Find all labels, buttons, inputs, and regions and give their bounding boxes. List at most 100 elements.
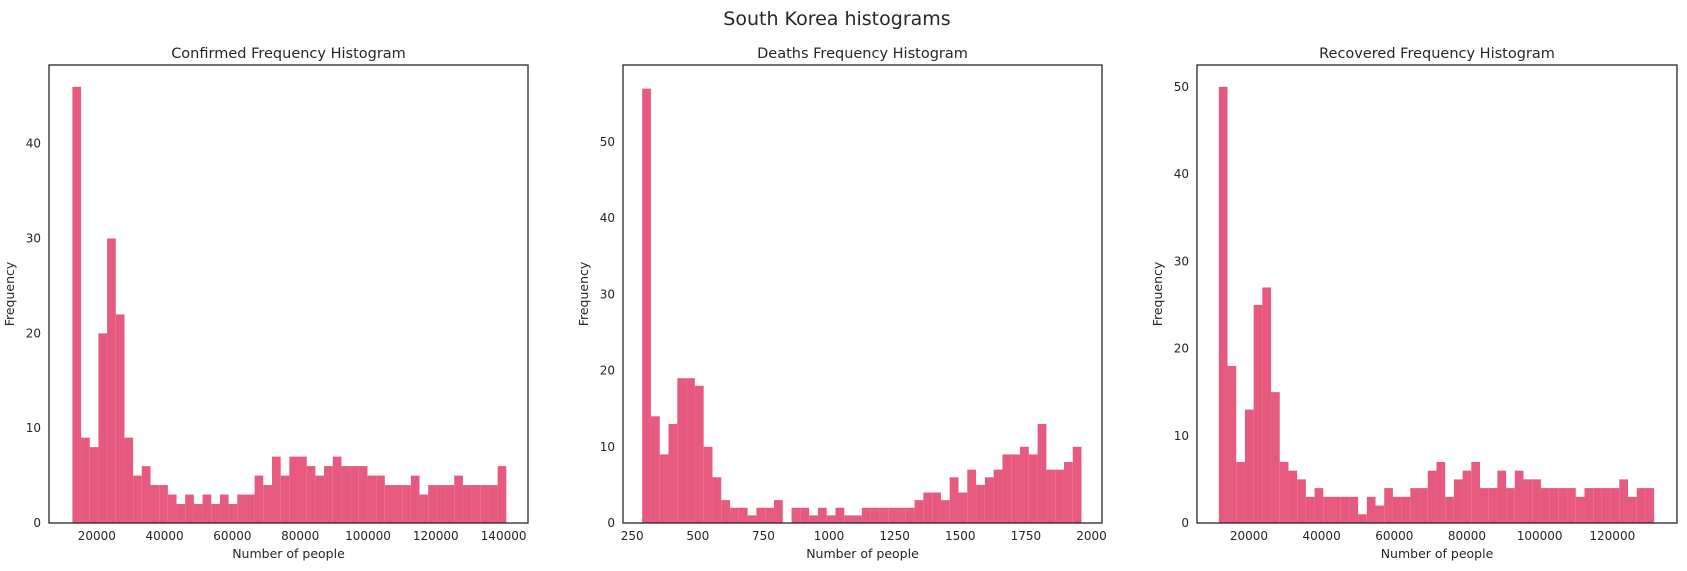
histogram-bar (800, 507, 810, 523)
y-axis-label: Frequency (1150, 261, 1165, 326)
histogram-bar (721, 500, 731, 523)
x-tick-label: 2000 (1076, 529, 1107, 543)
histogram-bar (1253, 304, 1263, 523)
y-axis-label: Frequency (576, 261, 591, 326)
histogram-bar (1549, 488, 1559, 523)
histogram-bar (1523, 479, 1533, 523)
histogram-bar (89, 447, 99, 523)
histogram-bar (712, 477, 722, 523)
histogram-bar (306, 466, 316, 523)
histogram-bar (72, 86, 82, 523)
histogram-bar (1601, 488, 1611, 523)
histogram-bar (1445, 496, 1454, 523)
histogram-bar (133, 475, 142, 523)
histogram-bar (1532, 479, 1541, 523)
histogram-bar (428, 485, 437, 523)
histogram-bar (1358, 514, 1367, 523)
figure-title: South Korea histograms (723, 8, 950, 30)
histogram-bar (1575, 496, 1585, 523)
histogram-bar (870, 507, 880, 523)
histogram-bar (817, 507, 827, 523)
histogram-bar (1593, 488, 1602, 523)
histogram-bar (141, 466, 151, 523)
histogram-bar (1262, 287, 1272, 523)
histogram-bar (1244, 409, 1254, 523)
histogram-bar (1323, 496, 1332, 523)
chart-title: Deaths Frequency Histogram (757, 46, 968, 62)
y-tick-label: 0 (33, 516, 41, 530)
histogram-bar (976, 484, 985, 523)
x-axis-label: Number of people (806, 546, 919, 561)
histogram-bar (98, 333, 108, 523)
histogram-bar (1392, 496, 1402, 523)
histogram-bar (703, 446, 713, 523)
x-tick-label: 1500 (945, 529, 976, 543)
histogram-bar (1279, 461, 1289, 523)
histogram-bar (1297, 479, 1306, 523)
histogram-bar (1349, 496, 1359, 523)
histogram-bar (1218, 86, 1228, 523)
histogram-bar (888, 507, 897, 523)
histogram-bar (462, 485, 472, 523)
histogram-bar (1427, 470, 1437, 523)
histogram-bar (659, 454, 669, 523)
histogram-bar (1497, 470, 1507, 523)
x-tick-label: 1000 (814, 529, 845, 543)
histogram-bar (332, 456, 342, 523)
histogram-bar (1063, 462, 1073, 523)
x-tick-label: 40000 (146, 529, 184, 543)
histogram-bar (107, 238, 116, 523)
x-tick-label: 100000 (1517, 529, 1563, 543)
y-tick-label: 50 (600, 135, 615, 149)
y-axis-label: Frequency (2, 261, 17, 326)
histogram-bar (1046, 469, 1056, 523)
x-tick-label: 120000 (413, 529, 459, 543)
chart-title: Recovered Frequency Histogram (1319, 46, 1555, 62)
histogram-bar (1645, 488, 1655, 523)
histogram-bar (159, 485, 168, 523)
histogram-bar (1410, 488, 1420, 523)
histogram-panel-3: 20000 40000 60000 80000 100000 120000 0 10 20 30 4… (1150, 46, 1678, 561)
histogram-bar (923, 492, 933, 523)
histogram-bar (756, 507, 766, 523)
y-tick-label: 30 (600, 287, 615, 301)
histogram-bar (289, 456, 299, 523)
histogram-bar (677, 378, 687, 523)
histogram-bar (219, 494, 229, 523)
x-tick-label: 40000 (1303, 529, 1341, 543)
histogram-bar (1331, 496, 1341, 523)
histogram-bar (124, 437, 134, 523)
histogram-bar (642, 88, 651, 524)
histogram-bar (263, 485, 272, 523)
histogram-bar (668, 423, 678, 523)
histogram-bar (471, 485, 481, 523)
y-tick-label: 20 (1174, 342, 1189, 356)
x-tick-label: 80000 (1448, 529, 1486, 543)
histogram-bar (237, 494, 246, 523)
histogram-bar (280, 475, 290, 523)
histogram-bar (1488, 488, 1498, 523)
y-tick-label: 40 (1174, 167, 1189, 181)
histogram-bar (765, 507, 774, 523)
histogram-bar (1011, 454, 1021, 523)
histogram-bar (185, 494, 194, 523)
histogram-bar (905, 507, 915, 523)
histogram-bar (1479, 488, 1489, 523)
histogram-bar (480, 485, 489, 523)
histogram-bar (686, 378, 695, 523)
x-tick-label: 1750 (1011, 529, 1042, 543)
histogram-bar (202, 494, 212, 523)
x-axis-label: Number of people (232, 546, 345, 561)
histogram-bar (228, 504, 238, 523)
histogram-bar (835, 507, 845, 523)
histogram-bar (150, 485, 160, 523)
y-tick-label: 0 (607, 516, 615, 530)
histogram-bar (958, 492, 968, 523)
histogram-bar (940, 500, 950, 523)
histogram-bar (861, 507, 871, 523)
histogram-bar (1610, 488, 1620, 523)
histogram-bar (1028, 454, 1038, 523)
histogram-bar (879, 507, 889, 523)
histogram-bar (694, 385, 704, 523)
histogram-bar (1514, 470, 1524, 523)
